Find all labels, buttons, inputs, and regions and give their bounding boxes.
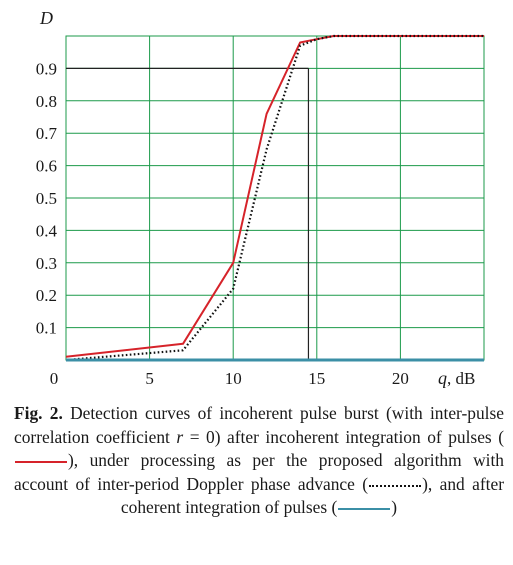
y-tick-label: 0.8 <box>36 92 57 111</box>
figure-caption: Fig. 2. Detection curves of incoherent p… <box>14 402 504 520</box>
x-tick-label: 20 <box>392 369 409 388</box>
caption-text-4: ), and after coherent integration of pul… <box>120 473 504 518</box>
chart-series <box>65 34 484 362</box>
x-tick-label: 5 <box>145 369 154 388</box>
figure-label: Fig. 2. <box>14 403 63 423</box>
y-tick-labels: 0.1 0.2 0.3 0.4 0.5 0.6 0.7 0.8 0.9 <box>36 59 58 337</box>
series-incoherent-integration <box>65 35 484 358</box>
y-tick-label: 0.6 <box>36 157 57 176</box>
x-tick-label: 0 <box>50 369 59 388</box>
legend-sample-coherent <box>338 508 391 510</box>
y-tick-label: 0.4 <box>36 221 58 240</box>
caption-text-5: ) <box>391 497 398 517</box>
y-tick-label: 0.2 <box>36 286 57 305</box>
caption-text-1: Detection curves of incoherent pulse bur… <box>14 403 504 447</box>
y-tick-label: 0.5 <box>36 189 57 208</box>
chart-grid <box>65 35 485 361</box>
x-tick-label: 10 <box>225 369 242 388</box>
x-axis-variable: q <box>438 368 447 388</box>
x-axis-title: q, dB <box>438 368 475 388</box>
legend-sample-proposed <box>369 484 422 487</box>
x-tick-labels: 0 5 10 15 20 <box>50 369 409 388</box>
y-tick-label: 0.9 <box>36 59 57 78</box>
y-tick-label: 0.3 <box>36 254 57 273</box>
detection-chart: 0.1 0.2 0.3 0.4 0.5 0.6 0.7 0.8 0.9 0 5 10 15 20 D q… <box>36 8 485 388</box>
caption-text-3: ), under processing as per the proposed … <box>14 450 504 494</box>
x-axis-unit: , dB <box>447 369 475 388</box>
y-axis-title: D <box>39 8 53 28</box>
reference-lines <box>66 67 310 360</box>
legend-sample-incoherent <box>15 461 67 463</box>
y-tick-label: 0.7 <box>36 124 58 143</box>
series-proposed-algorithm <box>65 34 484 362</box>
caption-r-variable: r <box>176 426 184 447</box>
x-tick-label: 15 <box>308 369 325 388</box>
caption-text-2: = 0) after incoherent integration of pul… <box>183 426 504 447</box>
y-tick-label: 0.1 <box>36 319 57 338</box>
